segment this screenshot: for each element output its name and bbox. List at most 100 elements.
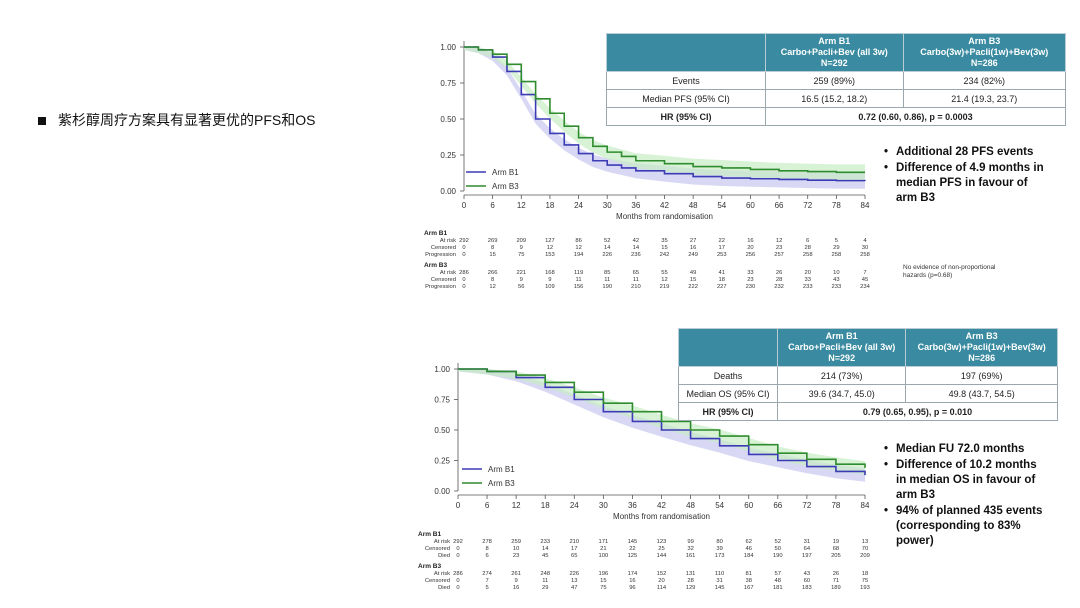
risk-cell: 5 (485, 585, 488, 591)
cell-b3: 21.4 (19.3, 23.7) (902, 89, 1067, 108)
risk-cell: 15 (600, 578, 606, 584)
risk-cell: 174 (628, 571, 638, 577)
risk-cell: 16 (690, 245, 696, 251)
risk-cell: 278 (482, 539, 492, 545)
risk-cell: 12 (661, 277, 667, 283)
risk-cell: 0 (456, 546, 459, 552)
risk-cell: 45 (542, 553, 548, 559)
risk-cell: 226 (602, 252, 612, 258)
risk-cell: 22 (629, 546, 635, 552)
risk-cell: 127 (545, 238, 555, 244)
risk-cell: 43 (804, 571, 810, 577)
hr-value: 0.72 (0.60, 0.86), p = 0.0003 (765, 107, 1066, 126)
risk-cell: 86 (575, 238, 581, 244)
risk-row-label: Died (438, 585, 450, 591)
os-summary-table: Arm B1 Carbo+Pacli+Bev (all 3w) N=292 Ar… (678, 328, 1058, 421)
risk-cell: 197 (802, 553, 812, 559)
x-tick-label: 42 (660, 201, 669, 210)
risk-cell: 190 (773, 553, 783, 559)
risk-cell: 205 (831, 553, 841, 559)
risk-cell: 23 (513, 553, 519, 559)
risk-cell: 14 (633, 245, 640, 251)
cell-b1: 16.5 (15.2, 18.2) (765, 89, 904, 108)
risk-cell: 0 (462, 245, 465, 251)
risk-cell: 10 (833, 270, 839, 276)
risk-cell: 100 (599, 553, 609, 559)
x-axis-label: Months from randomisation (616, 212, 713, 221)
survival-line-b1 (458, 368, 866, 476)
risk-cell: 11 (604, 277, 610, 283)
risk-cell: 190 (602, 284, 612, 290)
x-tick-label: 12 (512, 501, 521, 510)
risk-cell: 20 (747, 245, 753, 251)
risk-cell: 71 (833, 578, 839, 584)
headline: 紫杉醇周疗方案具有显著更优的PFS和OS (38, 110, 315, 130)
risk-group-title: Arm B3 (424, 262, 448, 269)
list-item: Difference of 10.2 months in median OS i… (884, 458, 1044, 503)
risk-cell: 257 (774, 252, 784, 258)
risk-cell: 210 (569, 539, 579, 545)
risk-cell: 68 (833, 546, 839, 552)
risk-cell: 85 (604, 270, 610, 276)
risk-cell: 18 (862, 571, 868, 577)
risk-row-label: Censored (431, 277, 456, 283)
risk-cell: 9 (520, 245, 523, 251)
risk-cell: 161 (686, 553, 696, 559)
y-tick-label: 1.00 (440, 43, 456, 52)
risk-cell: 234 (860, 284, 870, 290)
risk-cell: 144 (657, 553, 667, 559)
risk-cell: 21 (600, 546, 606, 552)
risk-cell: 0 (462, 252, 465, 258)
risk-cell: 168 (545, 270, 555, 276)
table-row: Deaths 214 (73%) 197 (69%) (678, 366, 1058, 385)
risk-cell: 32 (687, 546, 693, 552)
pfs-km-chart: 0.000.250.500.751.000 6 12 18 24 30 36 42 48 54 60… (424, 41, 871, 290)
risk-cell: 14 (604, 245, 611, 251)
risk-cell: 12 (489, 284, 495, 290)
cell-b1: 259 (89%) (765, 71, 904, 90)
x-tick-label: 54 (715, 501, 724, 510)
risk-cell: 15 (690, 277, 696, 283)
pfs-summary-table: Arm B1 Carbo+Pacli+Bev (all 3w) N=292 Ar… (606, 33, 1067, 126)
risk-cell: 43 (833, 277, 839, 283)
x-tick-label: 18 (545, 201, 554, 210)
risk-cell: 11 (633, 277, 639, 283)
risk-cell: 109 (545, 284, 555, 290)
os-col-b1-n: N=292 (828, 353, 856, 363)
risk-cell: 27 (690, 238, 696, 244)
x-tick-label: 84 (861, 201, 870, 210)
risk-cell: 119 (574, 270, 583, 276)
pfs-col-b1-regimen: Carbo+Pacli+Bev (all 3w) (780, 47, 888, 57)
risk-cell: 19 (833, 539, 839, 545)
risk-cell: 8 (485, 546, 488, 552)
x-tick-label: 0 (462, 201, 467, 210)
risk-cell: 28 (687, 578, 693, 584)
x-tick-label: 6 (490, 201, 495, 210)
x-tick-label: 30 (603, 201, 612, 210)
risk-cell: 20 (658, 578, 664, 584)
risk-cell: 48 (775, 578, 781, 584)
confidence-band-b3 (464, 47, 865, 181)
risk-cell: 52 (604, 238, 610, 244)
risk-cell: 274 (482, 571, 492, 577)
risk-cell: 11 (542, 578, 548, 584)
pfs-footnote: No evidence of non-proportional hazards … (903, 264, 996, 279)
risk-cell: 258 (832, 252, 842, 258)
risk-cell: 47 (571, 585, 577, 591)
row-label: Median PFS (95% CI) (606, 89, 766, 108)
x-tick-label: 66 (773, 501, 782, 510)
risk-cell: 15 (661, 245, 667, 251)
x-tick-label: 78 (832, 201, 841, 210)
x-axis-label: Months from randomisation (613, 512, 710, 521)
risk-cell: 129 (686, 585, 696, 591)
x-tick-label: 48 (689, 201, 698, 210)
risk-cell: 26 (833, 571, 839, 577)
x-tick-label: 78 (831, 501, 840, 510)
risk-cell: 81 (745, 571, 751, 577)
risk-cell: 0 (456, 578, 459, 584)
x-tick-label: 54 (717, 201, 726, 210)
pfs-table-corner (606, 33, 766, 72)
risk-cell: 31 (804, 539, 810, 545)
pfs-col-b1-n: N=292 (820, 58, 848, 68)
risk-cell: 38 (745, 578, 751, 584)
